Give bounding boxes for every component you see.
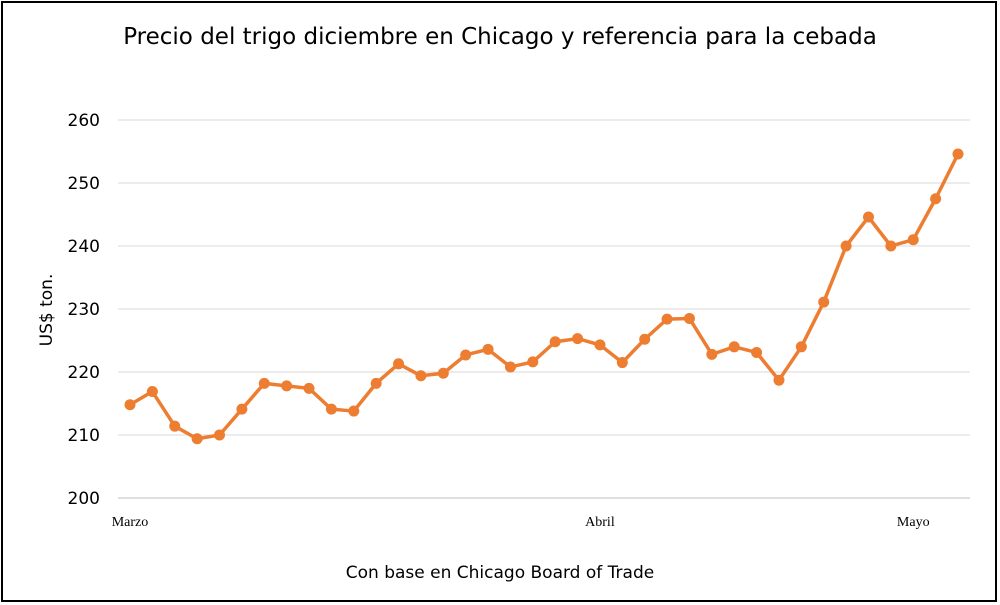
- data-point: [124, 399, 136, 411]
- y-tick-label: 210: [68, 426, 100, 446]
- data-point: [191, 433, 203, 445]
- data-point: [773, 374, 785, 386]
- data-point: [706, 348, 718, 360]
- data-point: [303, 382, 315, 394]
- data-point: [952, 148, 964, 160]
- data-point: [661, 313, 673, 325]
- data-point: [751, 346, 763, 358]
- series-group: [124, 148, 964, 445]
- data-point: [504, 361, 516, 373]
- data-point: [862, 211, 874, 223]
- data-point: [258, 377, 270, 389]
- data-point: [795, 341, 807, 353]
- data-point: [460, 349, 472, 361]
- y-tick-label: 250: [68, 174, 100, 194]
- data-point: [818, 296, 830, 308]
- data-point: [482, 343, 494, 355]
- data-point: [146, 386, 158, 398]
- data-point: [930, 193, 942, 205]
- x-tick-label: Abril: [585, 515, 615, 530]
- data-point: [840, 240, 852, 252]
- data-point: [415, 370, 427, 382]
- x-tick-label: Mayo: [897, 515, 930, 530]
- data-point: [885, 240, 897, 252]
- y-tick-label: 220: [68, 363, 100, 383]
- data-point: [728, 341, 740, 353]
- data-point: [236, 403, 248, 415]
- data-point: [169, 420, 181, 432]
- data-point: [683, 312, 695, 324]
- data-point: [325, 403, 337, 415]
- data-point: [907, 234, 919, 246]
- x-tick-label: Marzo: [112, 515, 149, 530]
- data-point: [639, 333, 651, 345]
- y-tick-label: 240: [68, 237, 100, 257]
- data-point: [348, 405, 360, 417]
- x-axis-title: Con base en Chicago Board of Trade: [345, 563, 655, 583]
- data-point: [214, 429, 226, 441]
- data-point: [527, 356, 539, 368]
- data-point: [393, 358, 405, 370]
- data-point: [616, 357, 628, 369]
- chart-title: Precio del trigo diciembre en Chicago y …: [123, 24, 877, 50]
- y-axis-ticks: 200 210 220 230 240 250 260: [68, 111, 100, 509]
- series-line: [128, 152, 960, 441]
- y-tick-label: 230: [68, 300, 100, 320]
- data-point: [594, 339, 606, 351]
- data-point: [549, 336, 561, 348]
- data-point: [572, 333, 584, 345]
- y-tick-label: 260: [68, 111, 100, 131]
- x-axis-ticks: Marzo Abril Mayo: [112, 515, 930, 530]
- data-point: [281, 380, 293, 392]
- data-point: [437, 367, 449, 379]
- gridlines: [118, 119, 970, 499]
- y-tick-label: 200: [68, 489, 100, 509]
- data-point: [370, 377, 382, 389]
